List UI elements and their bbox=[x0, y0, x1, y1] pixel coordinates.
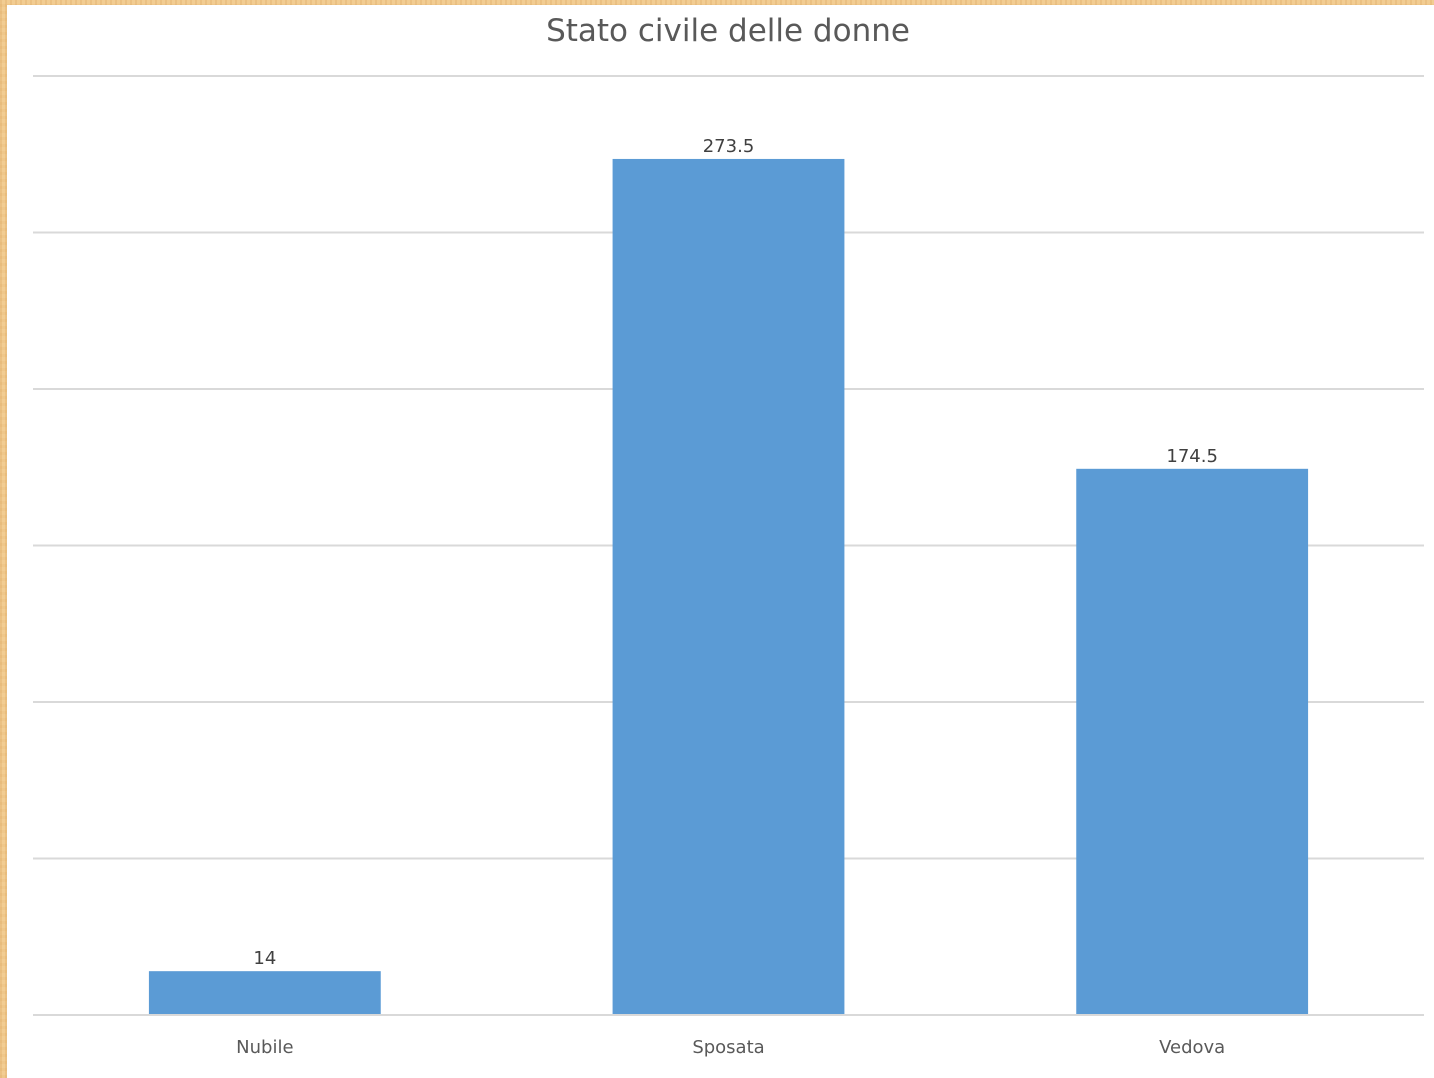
data-labels: 14 273.5 174.5 bbox=[253, 136, 1218, 969]
x-tick-label-nubile: Nubile bbox=[236, 1037, 293, 1058]
bar-vedova bbox=[1076, 468, 1309, 1015]
chart-title: Stato civile delle donne bbox=[546, 13, 910, 49]
data-label-vedova: 174.5 bbox=[1166, 446, 1218, 467]
data-label-sposata: 273.5 bbox=[703, 136, 755, 157]
x-tick-label-sposata: Sposata bbox=[692, 1037, 764, 1058]
data-label-nubile: 14 bbox=[253, 948, 276, 969]
bars bbox=[148, 158, 1309, 1015]
x-axis-tick-labels: Nubile Sposata Vedova bbox=[236, 1037, 1225, 1058]
bar-sposata bbox=[612, 158, 845, 1015]
bar-nubile bbox=[148, 971, 381, 1015]
chart-panel: Stato civile delle donne 14 273.5 174.5 Nu… bbox=[7, 5, 1434, 1078]
bar-chart: Stato civile delle donne 14 273.5 174.5 Nu… bbox=[33, 13, 1424, 1058]
x-tick-label-vedova: Vedova bbox=[1159, 1037, 1225, 1058]
